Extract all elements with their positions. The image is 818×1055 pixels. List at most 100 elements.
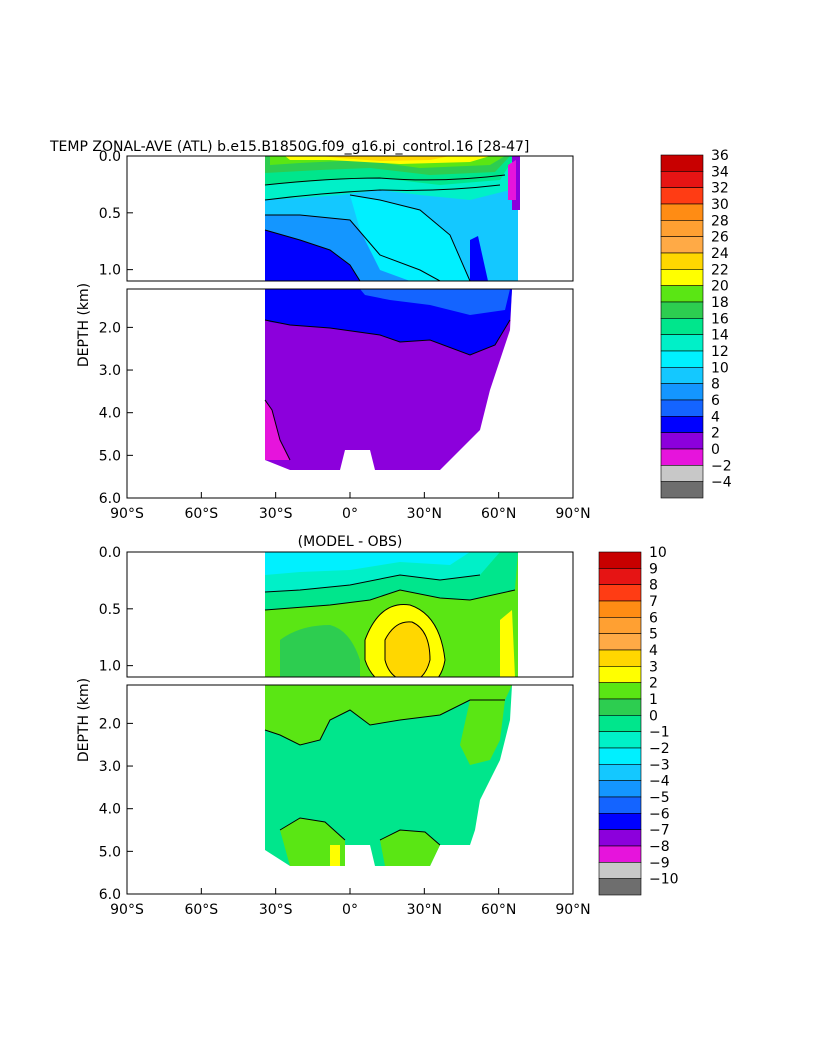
diff-colorbar-swatch bbox=[598, 731, 642, 749]
diff-colorbar-swatch bbox=[598, 780, 642, 798]
temp-contour-3 bbox=[265, 214, 441, 281]
temp-colorbar-swatch bbox=[660, 367, 704, 384]
diff-region-1-south bbox=[280, 818, 345, 866]
diff-colorbar-swatch bbox=[598, 862, 642, 879]
temp-colorbar-swatch bbox=[660, 416, 704, 433]
diff-region-m2 bbox=[265, 552, 470, 575]
temp-colorbar-label: 20 bbox=[711, 279, 729, 295]
diff-colorbar-swatch bbox=[598, 584, 642, 602]
temp-colorbar-label: 6 bbox=[711, 393, 720, 409]
diff-colorbar-swatch bbox=[598, 600, 642, 618]
diff-lower-field bbox=[264, 685, 512, 866]
temp-colorbar-swatch bbox=[660, 301, 704, 319]
diff-region-3-north bbox=[500, 610, 515, 677]
temp-colorbar-swatch bbox=[660, 236, 704, 254]
temp-contour-6 bbox=[264, 319, 511, 356]
temp-xtick-label: 90°N bbox=[555, 506, 590, 522]
diff-colorbar-swatch bbox=[598, 796, 642, 814]
temp-colorbar-label: 16 bbox=[711, 311, 729, 327]
diff-region-0-lower bbox=[280, 625, 360, 677]
temp-ytick-label: 1.0 bbox=[99, 263, 121, 279]
diff-xtick-label: 90°S bbox=[110, 902, 144, 918]
diff-colorbar-label: 0 bbox=[649, 708, 658, 724]
temp-colorbar-label: 32 bbox=[711, 181, 729, 197]
temp-region-4-ridge bbox=[470, 236, 488, 281]
diff-colorbar-label: 7 bbox=[649, 594, 658, 610]
temp-ytick-label: 3.0 bbox=[99, 363, 121, 379]
diff-ytick-label: 4.0 bbox=[99, 802, 121, 818]
temp-colorbar-label: 18 bbox=[711, 295, 729, 311]
temp-colorbar-swatch bbox=[660, 269, 704, 286]
diff-colorbar-swatch bbox=[598, 649, 642, 667]
temp-region-6 bbox=[360, 289, 510, 315]
temp-contour-7 bbox=[264, 399, 291, 461]
diff-colorbar-label: 2 bbox=[649, 676, 658, 692]
diff-colorbar-swatch bbox=[598, 747, 642, 765]
diff-colorbar-swatch bbox=[598, 829, 642, 847]
diff-contour-6 bbox=[279, 817, 346, 841]
diff-colorbar-swatch bbox=[598, 813, 642, 830]
diff-colorbar-label: −10 bbox=[649, 872, 679, 888]
diff-region-0-deep bbox=[265, 685, 512, 866]
temp-colorbar-swatch bbox=[660, 220, 704, 237]
diff-xtick-label: 30°N bbox=[407, 902, 442, 918]
temp-contour-5 bbox=[264, 229, 361, 281]
temp-xtick-label: 0° bbox=[342, 506, 358, 522]
diff-colorbar-label: 6 bbox=[649, 610, 658, 626]
temp-colorbar-swatch bbox=[660, 154, 704, 172]
diff-colorbar-label: 9 bbox=[649, 561, 658, 577]
temp-colorbar-swatch bbox=[660, 252, 704, 270]
temp-contour-2 bbox=[264, 174, 506, 186]
diff-ytick-label: 2.0 bbox=[99, 716, 121, 732]
temp-xtick-label: 30°S bbox=[259, 506, 293, 522]
diff-colorbar-label: −4 bbox=[649, 774, 670, 790]
diff-colorbar-swatch bbox=[598, 617, 642, 634]
temp-upper-field bbox=[264, 156, 520, 281]
diff-colorbar-swatch bbox=[598, 698, 642, 716]
diff-colorbar-swatch bbox=[598, 666, 642, 683]
temp-colorbar-swatch bbox=[660, 448, 704, 466]
diff-upper-field bbox=[264, 552, 518, 677]
diff-contour-4 bbox=[384, 621, 431, 677]
temp-ytick-label: 4.0 bbox=[99, 406, 121, 422]
diff-region-3-deep bbox=[330, 845, 340, 866]
temp-colorbar-label: 28 bbox=[711, 213, 729, 229]
diff-colorbar-label: 10 bbox=[649, 545, 667, 561]
axes-layer: 90°S 60°S 30°S 0° 30°N 60°N 90°N 0.0 0.5 1.0 2.0 3.… bbox=[99, 149, 591, 918]
diff-colorbar-label: 1 bbox=[649, 692, 658, 708]
temp-contour-1 bbox=[264, 184, 501, 201]
temp-colorbar-label: −2 bbox=[711, 458, 732, 474]
diff-ytick-label: 0.0 bbox=[99, 545, 121, 561]
temp-upper-frame bbox=[126, 155, 574, 282]
diff-upper-frame bbox=[126, 551, 574, 678]
diff-colorbar-label: 4 bbox=[649, 643, 658, 659]
temp-region-12 bbox=[350, 195, 470, 281]
temp-region-24 bbox=[320, 156, 450, 161]
diff-colorbar-label: −8 bbox=[649, 839, 670, 855]
temp-colorbar-label: 10 bbox=[711, 360, 729, 376]
diff-contour-1 bbox=[264, 574, 481, 593]
diff-region-1-deep bbox=[265, 685, 512, 745]
temp-colorbar-swatch bbox=[660, 318, 704, 335]
temp-ytick-label: 0.5 bbox=[99, 206, 121, 222]
diff-colorbar-label: −3 bbox=[649, 757, 670, 773]
diff-ytick-label: 3.0 bbox=[99, 759, 121, 775]
temp-region-4-upper bbox=[265, 230, 360, 281]
temp-colorbar-swatch bbox=[660, 432, 704, 450]
temp-contour-4 bbox=[349, 194, 471, 281]
diff-colorbar-swatch bbox=[598, 715, 642, 732]
temp-colorbar-label: 8 bbox=[711, 377, 720, 393]
diff-colorbar-swatch bbox=[598, 551, 642, 569]
temp-colorbar-label: 34 bbox=[711, 164, 729, 180]
temp-colorbar-swatch bbox=[660, 465, 704, 482]
temp-colorbar-label: 30 bbox=[711, 197, 729, 213]
temp-xtick-label: 30°N bbox=[407, 506, 442, 522]
temp-colorbar-label: 12 bbox=[711, 344, 729, 360]
temp-ytick-label: 0.0 bbox=[99, 149, 121, 165]
diff-colorbar-label: −1 bbox=[649, 725, 670, 741]
diff-colorbar-label: −2 bbox=[649, 741, 670, 757]
diff-colorbar-label: 5 bbox=[649, 627, 658, 643]
temp-ytick-label: 5.0 bbox=[99, 448, 121, 464]
diff-title: (MODEL - OBS) bbox=[298, 534, 403, 550]
temp-colorbar-swatch bbox=[660, 481, 704, 499]
